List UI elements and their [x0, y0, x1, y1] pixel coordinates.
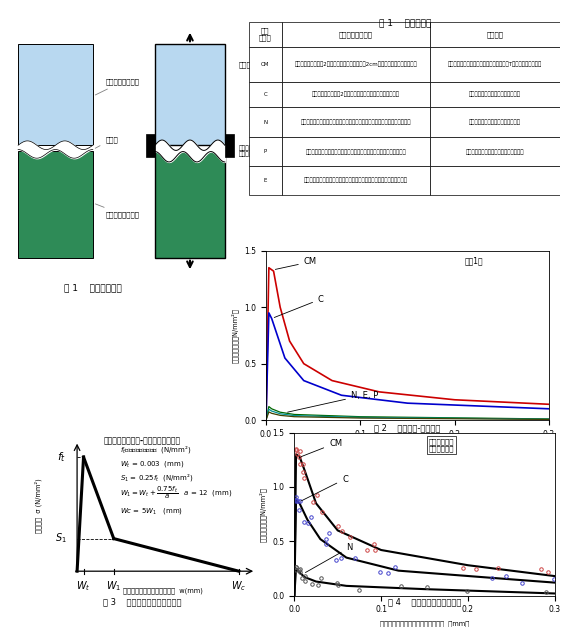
Bar — [430, 47, 560, 82]
Bar — [430, 137, 560, 166]
Text: 直接引張試験: 直接引張試験 — [238, 61, 264, 68]
Text: N: N — [263, 120, 268, 125]
Text: C: C — [264, 92, 267, 97]
Text: 図 2    結合応力-変位関係: 図 2 結合応力-変位関係 — [374, 423, 441, 432]
Y-axis label: 境界層の応力（N/mm²）: 境界層の応力（N/mm²） — [259, 487, 267, 542]
Text: $W_t$: $W_t$ — [76, 579, 91, 593]
Bar — [18, 151, 93, 258]
X-axis label: 境界部の変位および開口ひび割れ幅  （mm）: 境界部の変位および開口ひび割れ幅 （mm） — [363, 445, 452, 451]
Text: 材齢1日: 材齢1日 — [464, 256, 483, 265]
Text: コンクリートの一般的な打ち継ぎ法（最もT率に施工した場合）: コンクリートの一般的な打ち継ぎ法（最もT率に施工した場合） — [448, 61, 542, 67]
Text: 監査廊における岩盤の縁切り工法を想定: 監査廊における岩盤の縁切り工法を想定 — [466, 149, 524, 154]
Bar — [225, 134, 234, 157]
Text: 図 1    直接引張試験: 図 1 直接引張試験 — [64, 283, 122, 292]
Text: 下層コンクリートに白亜鉛塗料を塗りその上に新コンクリートを打設: 下層コンクリートに白亜鉛塗料を塗りその上に新コンクリートを打設 — [305, 149, 406, 154]
Text: 試験目的: 試験目的 — [486, 31, 504, 38]
Text: E: E — [264, 178, 267, 183]
Text: 最も状態の悪い打ち継ぎ施工を想定: 最も状態の悪い打ち継ぎ施工を想定 — [469, 120, 521, 125]
Bar — [282, 21, 430, 47]
Text: 下層コンクリートを2㎜削りその上にモルタルを2cm塗り断コンクリートを打設: 下層コンクリートを2㎜削りその上にモルタルを2cm塗り断コンクリートを打設 — [294, 61, 417, 67]
Text: 試験
ケース: 試験 ケース — [259, 27, 272, 41]
Bar — [249, 47, 282, 82]
Bar — [155, 151, 225, 258]
Y-axis label: 境界層の応力（N/mm²）: 境界層の応力（N/mm²） — [231, 308, 239, 363]
X-axis label: 境界部の変位および開口ひび割れ幅  （mm）: 境界部の変位および開口ひび割れ幅 （mm） — [380, 620, 469, 626]
Bar — [430, 166, 560, 194]
Bar — [282, 137, 430, 166]
Text: $S_1$: $S_1$ — [54, 532, 66, 545]
Bar — [430, 82, 560, 107]
Text: 下層コンクリート: 下層コンクリート — [96, 204, 139, 218]
Bar — [249, 166, 282, 194]
Text: 境界層の処理方法: 境界層の処理方法 — [338, 31, 372, 38]
Text: CM: CM — [261, 62, 269, 67]
Text: 上層コンクリート: 上層コンクリート — [95, 78, 139, 95]
Text: 図 4    モデルと実測値の比較: 図 4 モデルと実測値の比較 — [388, 597, 461, 606]
Bar — [18, 45, 93, 145]
Bar — [249, 107, 282, 137]
Bar — [430, 107, 560, 137]
Bar — [249, 21, 282, 47]
Text: 境界層に作用する
変位・荷重を測定: 境界層に作用する 変位・荷重を測定 — [238, 145, 268, 157]
Text: $W_1 = W_t + \dfrac{0.75f_t}{a}$   $a$ = 12  (mm): $W_1 = W_t + \dfrac{0.75f_t}{a}$ $a$ = 1… — [120, 485, 233, 501]
Text: $W_t$ = 0.003  (mm): $W_t$ = 0.003 (mm) — [120, 459, 185, 469]
Text: N, E, P: N, E, P — [288, 391, 378, 412]
Text: CM: CM — [275, 257, 317, 270]
Text: $f_t$：境界層の引張強度  (N/mm²): $f_t$：境界層の引張強度 (N/mm²) — [120, 444, 192, 455]
Text: $W_c$: $W_c$ — [231, 579, 246, 593]
Text: 結合応力  σ (N/mm²): 結合応力 σ (N/mm²) — [35, 478, 42, 534]
Bar — [282, 107, 430, 137]
Text: 実線：予測値
記号：実験値: 実線：予測値 記号：実験値 — [429, 438, 454, 452]
Text: $f_t$: $f_t$ — [57, 450, 66, 464]
Text: 境界層の変位及びひび割れ幅  w(mm): 境界層の変位及びひび割れ幅 w(mm) — [123, 587, 203, 594]
Text: P: P — [264, 149, 267, 154]
Text: コンクリートの一般的な打ち継ぎ法: コンクリートの一般的な打ち継ぎ法 — [469, 92, 521, 97]
Text: 下層コンクリートを2㎜削りその上に新コンクリートを打設: 下層コンクリートを2㎜削りその上に新コンクリートを打設 — [312, 92, 400, 97]
Bar — [147, 134, 155, 157]
Text: 境界層: 境界層 — [95, 136, 118, 148]
Text: C: C — [301, 475, 348, 501]
Text: $S_1$ = 0.25$f_t$  (N/mm²): $S_1$ = 0.25$f_t$ (N/mm²) — [120, 472, 194, 483]
Text: 下層コンクリートのレイタンス処理を行わずそのまま新コンクリートを打設: 下層コンクリートのレイタンス処理を行わずそのまま新コンクリートを打設 — [301, 120, 411, 125]
Text: CM: CM — [301, 439, 342, 456]
Bar — [155, 45, 225, 145]
Bar — [249, 137, 282, 166]
Bar — [282, 166, 430, 194]
Bar — [282, 47, 430, 82]
Bar — [249, 82, 282, 107]
Text: 表 1    試験ケース: 表 1 試験ケース — [379, 19, 431, 28]
Bar — [282, 82, 430, 107]
Text: 下層コンクリートに弾性エポキシを塗りその上に新コンクリートを打設: 下層コンクリートに弾性エポキシを塗りその上に新コンクリートを打設 — [304, 177, 408, 183]
Text: $Wc$ = 5$W_1$   (mm): $Wc$ = 5$W_1$ (mm) — [120, 506, 183, 516]
Text: N: N — [306, 543, 353, 572]
Bar — [430, 21, 560, 47]
Text: 図 3    境界層の応力伝達モデル: 図 3 境界層の応力伝達モデル — [102, 598, 181, 606]
Text: 境界層の結合応力-変位関係のモデル: 境界層の結合応力-変位関係のモデル — [103, 436, 181, 445]
Text: C: C — [275, 295, 324, 317]
Text: $W_1$: $W_1$ — [106, 579, 121, 593]
